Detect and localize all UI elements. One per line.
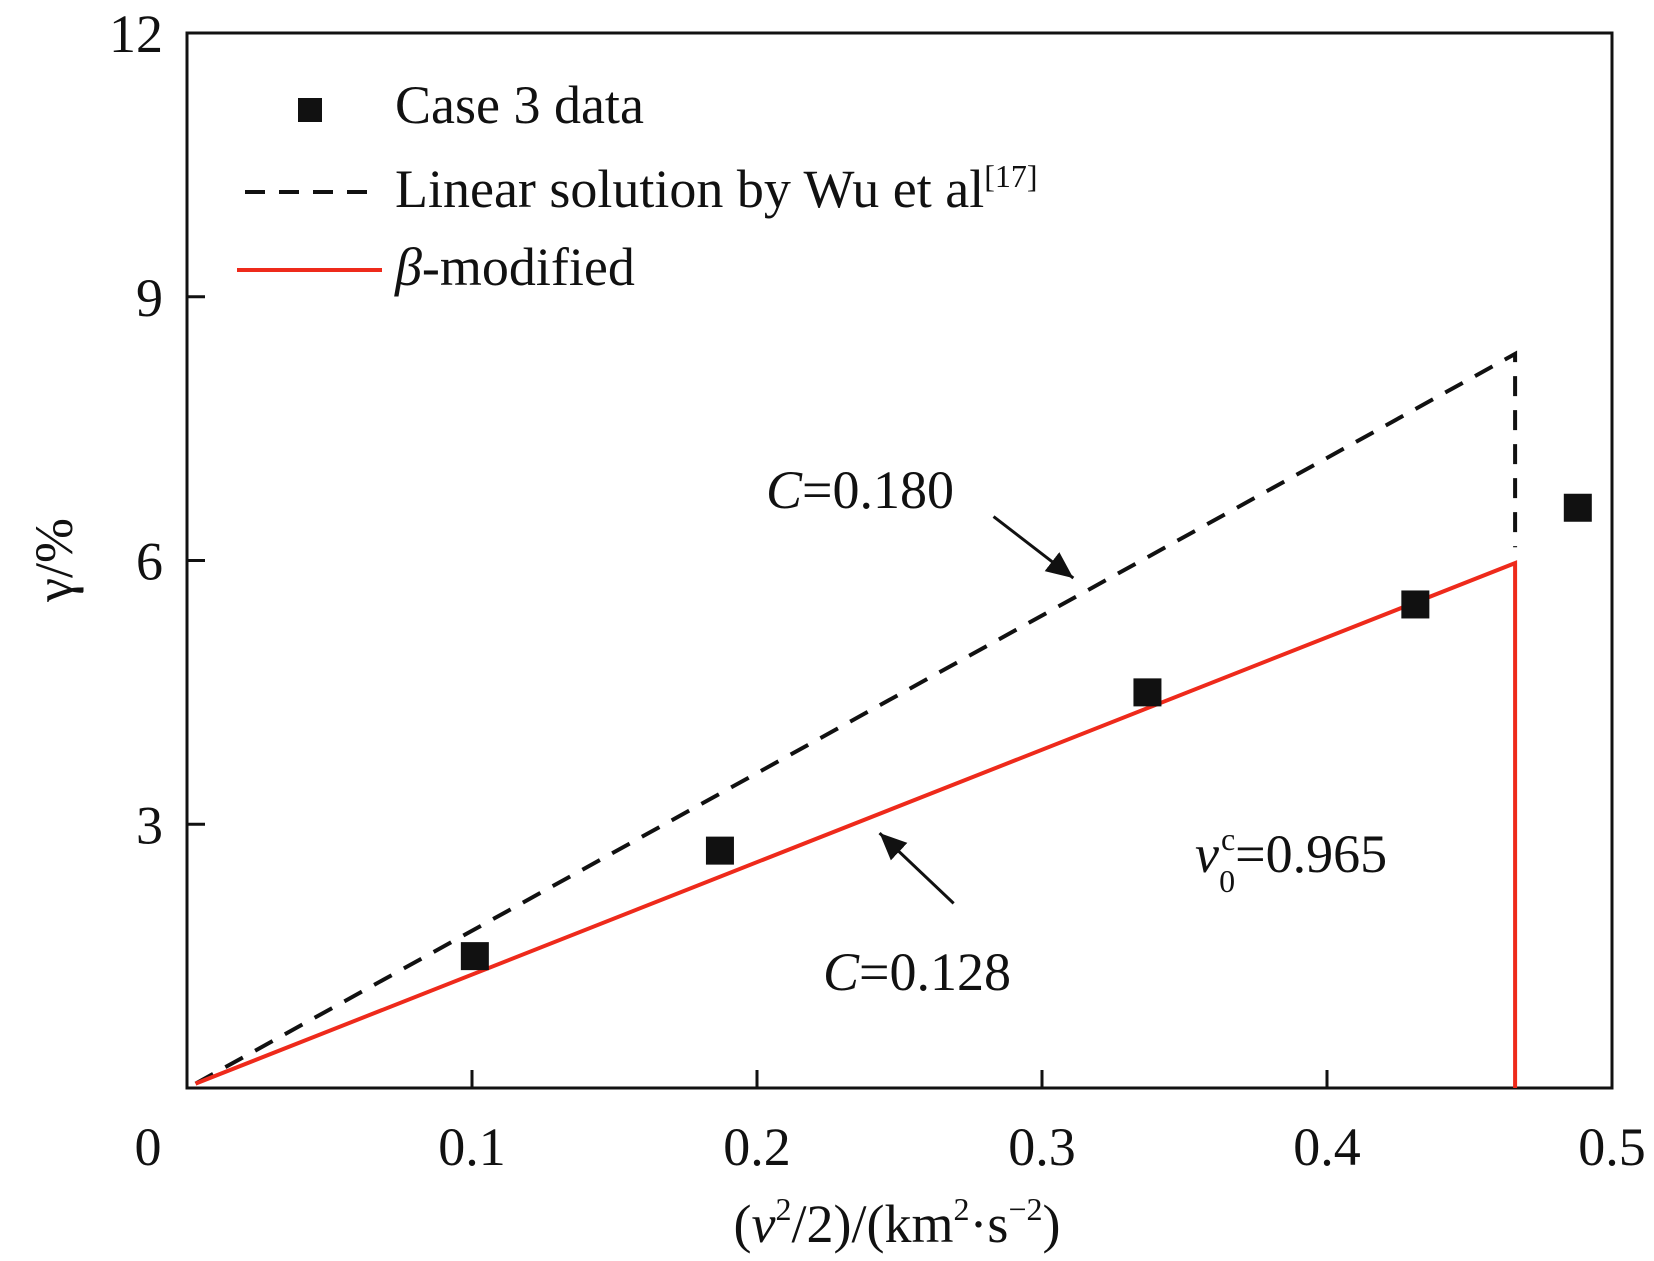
data-point-square — [1133, 678, 1162, 707]
legend-label-case3: Case 3 data — [395, 75, 644, 135]
series-line-1 — [194, 350, 1518, 1086]
legend-marker-square — [298, 98, 322, 122]
x-tick-label: 0.2 — [723, 1117, 791, 1177]
legend-label-linear: Linear solution by Wu et al[17] — [395, 158, 1038, 219]
origin-tick-label: 0 — [135, 1117, 162, 1177]
x-tick-label: 0.4 — [1293, 1117, 1361, 1177]
y-tick-label: 12 — [109, 4, 163, 64]
annotations: C=0.180 C=0.128 vc 0=0.965 — [766, 460, 1387, 1002]
annotation-arrow-c-0128 — [878, 831, 955, 905]
y-tick-label: 6 — [136, 532, 163, 592]
data-point-square — [1401, 590, 1430, 619]
annotation-c-0180: C=0.180 — [766, 460, 954, 520]
legend-label-beta: β-modified — [394, 237, 635, 297]
x-tick-label: 0.1 — [438, 1117, 506, 1177]
y-tick-label: 9 — [136, 268, 163, 328]
x-axis-label: (v2/2)/(km2·s−2) — [734, 1191, 1061, 1254]
x-tick-label: 0.3 — [1008, 1117, 1076, 1177]
y-axis-label: γ/% — [24, 518, 84, 603]
x-tick-label: 0.5 — [1578, 1117, 1646, 1177]
series-line-2 — [194, 560, 1518, 1088]
legend: Case 3 data Linear solution by Wu et al[… — [237, 75, 1038, 297]
y-tick-label: 3 — [136, 795, 163, 855]
legend-label-linear-sup: [17] — [984, 158, 1037, 194]
data-point-square — [1563, 493, 1592, 522]
x-axis-ticks: 0.1 0.2 0.3 0.4 0.5 — [438, 1070, 1646, 1177]
y-axis-ticks: 3 6 9 12 — [109, 4, 205, 855]
data-point-square — [705, 836, 734, 865]
annotation-v0c: vc 0=0.965 — [1195, 821, 1387, 899]
series-layer — [194, 350, 1592, 1088]
annotation-c-0128: C=0.128 — [823, 942, 1011, 1002]
annotation-arrow-c-0180 — [992, 515, 1075, 580]
data-point-square — [460, 942, 489, 971]
